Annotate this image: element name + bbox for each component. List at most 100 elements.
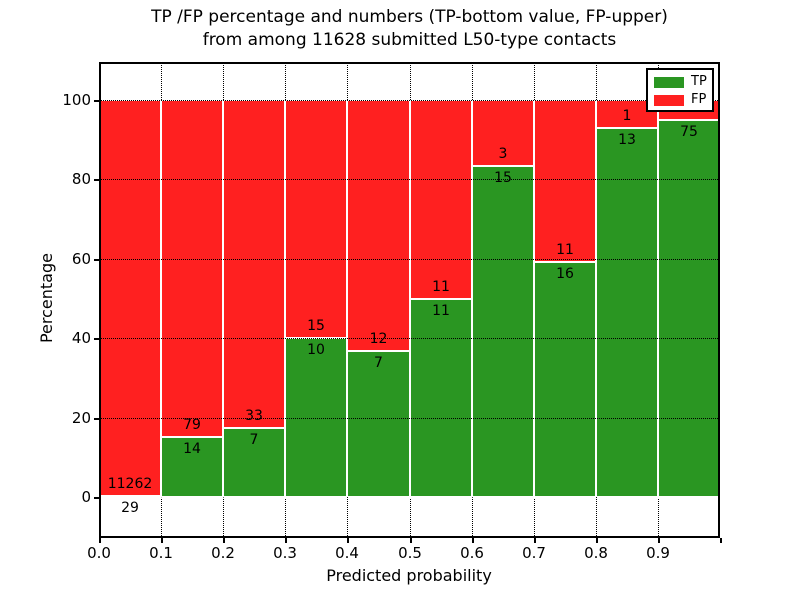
tp-bar-segment — [223, 428, 285, 497]
y-tick-mark — [94, 497, 99, 499]
x-tick-label: 0.0 — [87, 544, 111, 562]
tp-count-label: 13 — [618, 132, 636, 148]
tp-count-label: 7 — [249, 432, 259, 448]
x-tick-mark — [472, 538, 474, 543]
x-gridline-upper — [410, 62, 411, 100]
chart-title: TP /FP percentage and numbers (TP-bottom… — [99, 6, 720, 52]
fp-bar-segment — [410, 100, 472, 299]
fp-count-label: 15 — [307, 318, 325, 334]
x-gridline-lower — [347, 497, 348, 538]
y-tick-mark — [94, 179, 99, 181]
y-tick-mark — [94, 100, 99, 102]
y-tick-label: 60 — [71, 250, 91, 268]
tp-count-label: 7 — [374, 355, 383, 371]
x-tick-mark — [347, 538, 349, 543]
y-tick-mark — [94, 418, 99, 420]
x-gridline-bars — [161, 100, 162, 497]
legend-item-fp: FP — [654, 91, 712, 109]
legend-item-tp: TP — [654, 73, 712, 91]
x-tick-mark — [410, 538, 412, 543]
x-gridline-bars — [658, 100, 659, 497]
x-tick-mark — [534, 538, 536, 543]
x-tick-label: 0.8 — [584, 544, 608, 562]
x-tick-label: 0.1 — [149, 544, 173, 562]
x-tick-label: 0.3 — [273, 544, 297, 562]
y-gridline-60 — [99, 259, 720, 260]
y-tick-mark — [94, 338, 99, 340]
fp-bar-segment — [472, 100, 534, 166]
y-gridline-80 — [99, 179, 720, 180]
chart-title-line2: from among 11628 submitted L50-type cont… — [202, 30, 617, 50]
fp-count-label: 1 — [622, 108, 632, 124]
y-gridline-40 — [99, 338, 720, 339]
fp-count-label: 11 — [432, 279, 450, 295]
fp-bar-segment — [161, 100, 223, 437]
y-axis-label: Percentage — [37, 253, 56, 344]
x-gridline-lower — [161, 497, 162, 538]
tp-swatch-icon — [654, 76, 684, 88]
x-gridline-lower — [410, 497, 411, 538]
x-tick-mark — [658, 538, 660, 543]
y-gridline-0 — [99, 497, 720, 498]
tp-count-label: 75 — [680, 124, 698, 140]
tp-count-label: 29 — [121, 500, 139, 516]
x-tick-mark — [285, 538, 287, 543]
y-gridline-100 — [99, 100, 720, 101]
chart-title-line1: TP /FP percentage and numbers (TP-bottom… — [151, 7, 668, 27]
tp-bar-segment — [534, 262, 596, 497]
tp-count-label: 16 — [556, 266, 574, 282]
fp-swatch-icon — [654, 94, 684, 106]
fp-bar-segment — [347, 100, 410, 351]
tp-bar-segment — [410, 299, 472, 497]
x-gridline-upper — [161, 62, 162, 100]
x-tick-label: 0.9 — [646, 544, 670, 562]
fp-bar-segment — [99, 100, 161, 496]
x-tick-mark — [99, 538, 101, 543]
x-gridline-bars — [347, 100, 348, 497]
x-tick-mark — [596, 538, 598, 543]
x-gridline-lower — [658, 497, 659, 538]
y-tick-mark — [94, 259, 99, 261]
x-tick-label: 0.6 — [460, 544, 484, 562]
y-tick-label: 80 — [71, 170, 91, 188]
legend-label-fp: FP — [691, 92, 707, 107]
x-gridline-upper — [347, 62, 348, 100]
x-tick-mark — [223, 538, 225, 543]
x-gridline-lower — [223, 497, 224, 538]
y-tick-label: 20 — [71, 409, 91, 427]
x-gridline-upper — [285, 62, 286, 100]
x-gridline-bars — [410, 100, 411, 497]
plot-area: 11262 29 79 14 33 7 15 10 12 7 11 11 3 15 11 16 1 13 75 — [99, 62, 720, 538]
x-gridline-lower — [472, 497, 473, 538]
legend: TP FP — [646, 68, 714, 112]
fp-count-label: 33 — [245, 408, 263, 424]
x-gridline-bars — [534, 100, 535, 497]
fp-count-label: 3 — [498, 146, 508, 162]
y-tick-label: 0 — [81, 488, 91, 506]
tp-bar-segment — [347, 351, 410, 497]
tp-count-label: 11 — [432, 303, 450, 319]
tp-count-label: 14 — [183, 441, 201, 457]
x-gridline-upper — [534, 62, 535, 100]
x-gridline-upper — [472, 62, 473, 100]
x-tick-label: 0.2 — [211, 544, 235, 562]
tp-bar-segment — [596, 128, 658, 497]
tp-bar-segment — [658, 120, 720, 497]
fp-count-label: 12 — [369, 331, 388, 347]
tp-bar-segment — [161, 437, 223, 497]
fp-bar-segment — [285, 100, 347, 338]
fp-bar-segment — [534, 100, 596, 262]
tp-count-label: 10 — [307, 342, 325, 358]
tp-bar-segment — [472, 166, 534, 497]
tp-count-label: 15 — [494, 170, 512, 186]
x-gridline-bars — [472, 100, 473, 497]
x-gridline-bars — [285, 100, 286, 497]
fp-count-label: 79 — [183, 417, 201, 433]
x-gridline-upper — [596, 62, 597, 100]
x-axis-label: Predicted probability — [326, 566, 492, 585]
tp-bar-segment — [285, 338, 347, 497]
x-gridline-lower — [534, 497, 535, 538]
x-tick-label: 0.4 — [335, 544, 359, 562]
fp-count-label: 11 — [556, 242, 574, 258]
